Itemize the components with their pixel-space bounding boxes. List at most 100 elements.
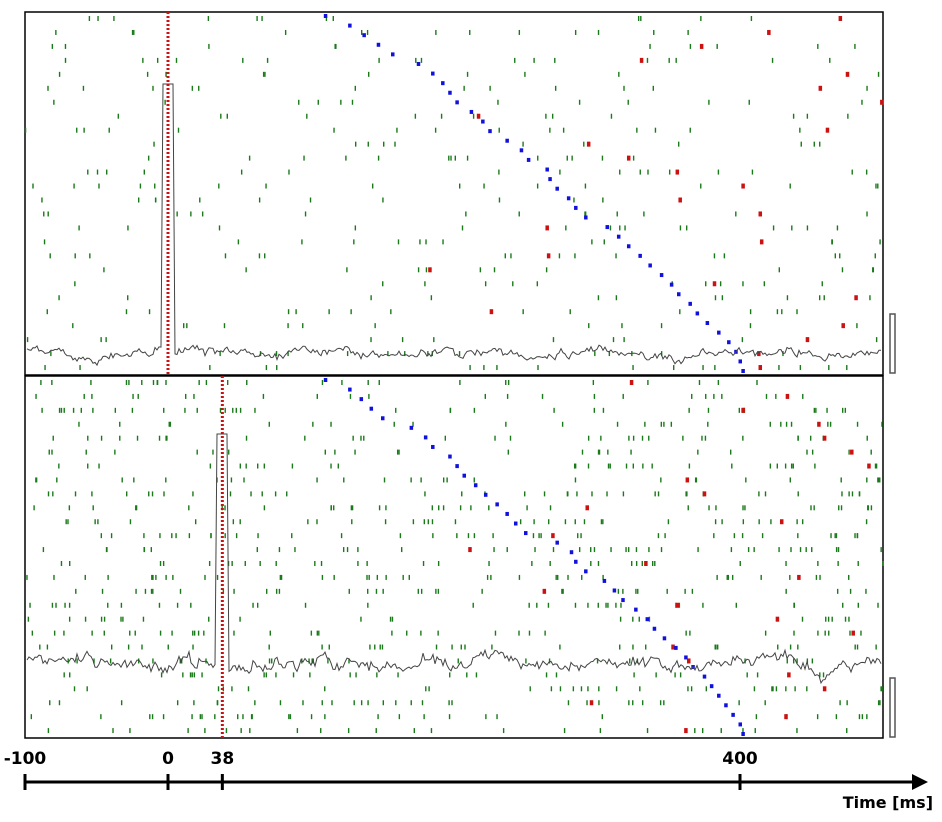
scale-bars [889, 313, 896, 738]
red-event-marker [684, 728, 688, 734]
blue-event-marker [488, 129, 492, 134]
blue-event-marker [409, 425, 414, 430]
blue-event-marker [584, 569, 588, 574]
blue-event-marker [505, 138, 509, 143]
red-event-marker [476, 113, 481, 119]
blue-event-marker [652, 626, 657, 631]
red-event-marker [629, 380, 634, 385]
blue-event-marker [481, 119, 485, 124]
red-event-marker [817, 421, 821, 427]
red-event-marker [687, 658, 691, 664]
blue-event-marker [569, 550, 574, 555]
red-event-marker [775, 616, 780, 622]
blue-event-marker [513, 521, 518, 526]
lower-raster-panel [24, 375, 884, 739]
blue-event-marker [695, 311, 700, 316]
firing-rate-trace [26, 433, 882, 685]
blue-event-marker [677, 292, 681, 297]
blue-event-marker [548, 177, 552, 182]
blue-event-marker [717, 330, 721, 335]
blue-event-marker [348, 387, 352, 392]
blue-event-marker [526, 157, 531, 162]
red-event-marker [854, 295, 858, 301]
red-event-marker [644, 561, 648, 566]
red-event-marker [758, 365, 763, 371]
blue-event-marker [648, 263, 652, 268]
red-event-marker [671, 644, 675, 650]
blue-event-marker [455, 100, 459, 105]
red-event-marker [741, 183, 745, 189]
red-event-marker [818, 85, 823, 91]
blue-event-marker [612, 588, 617, 593]
red-event-marker [468, 547, 472, 553]
red-event-marker [822, 686, 827, 692]
upper-raster-panel [24, 11, 884, 376]
red-event-marker [758, 211, 763, 217]
blue-event-marker [574, 205, 578, 210]
blue-event-marker [431, 444, 435, 449]
red-event-marker [585, 505, 589, 511]
blue-event-marker [705, 321, 710, 326]
tick-label-400: 400 [722, 749, 758, 769]
red-event-marker [825, 127, 830, 133]
red-event-marker [685, 477, 690, 483]
blue-event-marker [688, 301, 692, 306]
blue-event-marker [348, 23, 352, 28]
red-event-marker [551, 533, 555, 539]
blue-event-marker [473, 483, 478, 488]
blue-event-marker [483, 492, 488, 497]
red-event-marker [757, 351, 761, 357]
blue-event-marker [727, 340, 731, 345]
red-event-marker [712, 281, 717, 287]
blue-event-marker [626, 244, 631, 249]
firing-rate-trace [26, 83, 881, 367]
red-event-marker [586, 141, 591, 147]
red-event-marker [787, 672, 791, 678]
tick-label-0: 0 [162, 749, 174, 769]
blue-event-marker [662, 636, 667, 641]
blue-event-marker [555, 540, 559, 545]
red-event-marker [767, 29, 771, 35]
blue-event-marker [645, 617, 650, 622]
blue-event-marker [741, 732, 745, 736]
blue-event-marker [709, 684, 714, 689]
blue-event-marker [584, 215, 588, 220]
blue-event-marker [741, 369, 745, 373]
blue-event-marker [524, 531, 528, 536]
blue-event-marker [505, 511, 509, 516]
blue-event-marker [416, 61, 421, 66]
red-event-marker [675, 602, 680, 608]
red-event-marker [699, 43, 704, 49]
blue-event-marker [638, 253, 642, 258]
red-event-marker [784, 714, 788, 720]
red-event-marker [838, 16, 843, 21]
blue-event-marker [495, 502, 499, 507]
panel-frame [24, 11, 884, 376]
blue-event-marker [731, 712, 735, 717]
time-axis: -100 0 38 400 Time [ms] [4, 749, 933, 812]
blue-event-marker [362, 33, 366, 38]
blue-event-marker [376, 42, 381, 47]
red-event-marker [785, 393, 790, 399]
red-event-marker [639, 57, 644, 63]
red-event-marker [867, 463, 871, 469]
blue-event-marker [659, 273, 664, 278]
blue-event-marker [441, 81, 445, 86]
blue-event-marker [431, 71, 435, 76]
red-event-marker [702, 491, 707, 497]
blue-event-marker [684, 655, 688, 660]
blue-event-marker [616, 234, 621, 239]
red-event-marker [626, 155, 631, 161]
blue-event-marker [381, 416, 385, 421]
blue-event-marker [574, 559, 578, 564]
red-event-marker [822, 435, 827, 441]
blue-event-marker [738, 359, 742, 364]
red-event-marker [546, 253, 551, 259]
blue-event-marker [462, 473, 467, 478]
blue-event-marker [359, 397, 364, 402]
red-event-marker [489, 309, 494, 315]
red-event-marker [759, 239, 764, 245]
blue-event-marker [555, 186, 559, 191]
red-event-marker [797, 574, 801, 580]
